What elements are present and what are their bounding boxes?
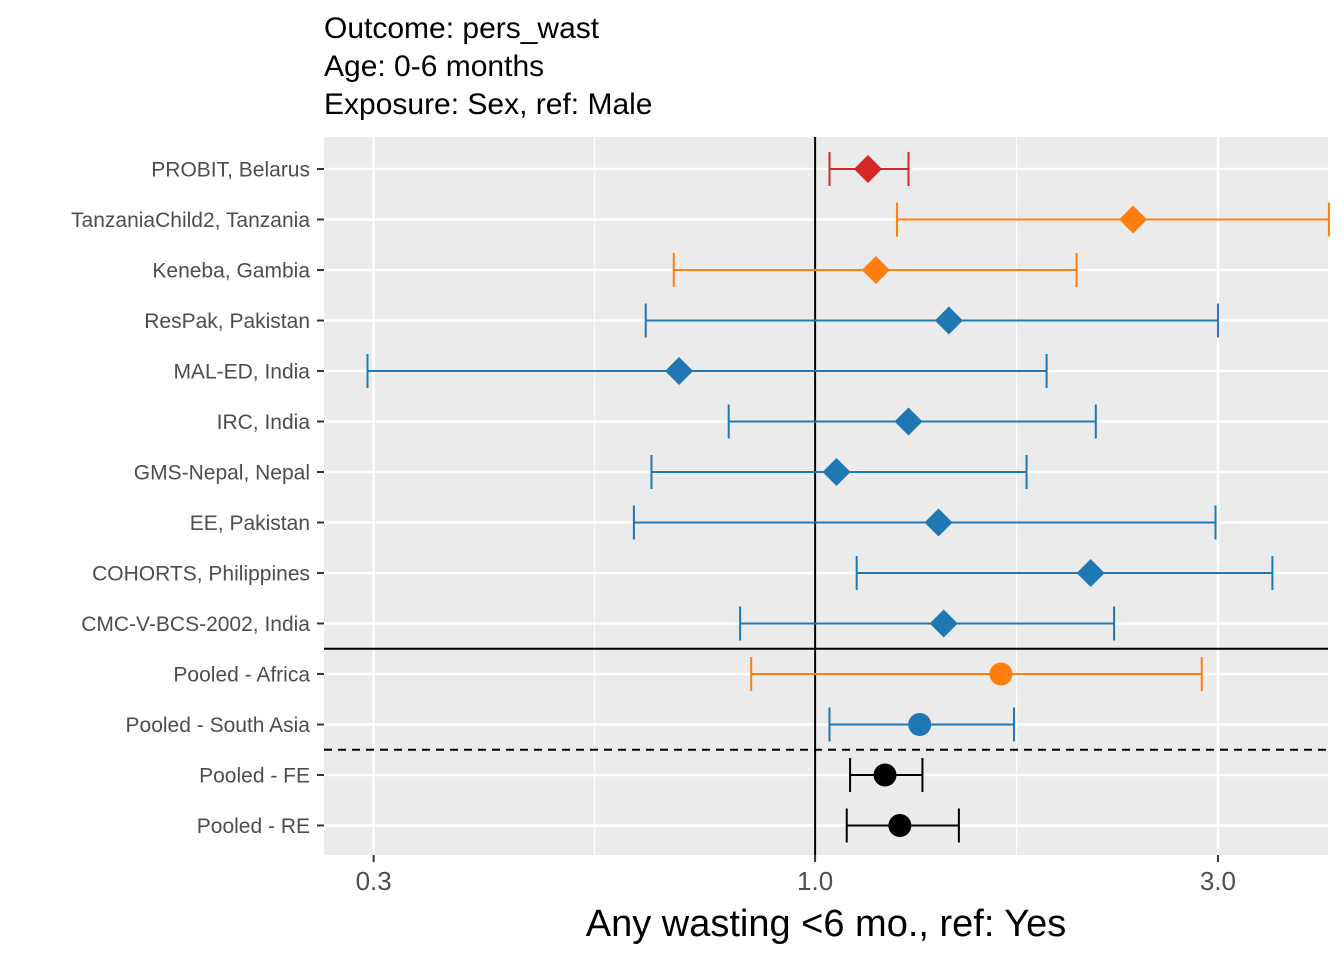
row-13-marks [845,808,960,843]
estimate-diamond [853,155,882,183]
chart-title-line-1: Outcome: pers_wast [324,12,600,45]
estimate-diamond [822,458,851,486]
separator-layer [324,647,1328,751]
y-tick-label: Pooled - South Asia [126,714,311,737]
estimate-diamond [665,357,694,385]
estimate-diamond [934,306,963,335]
estimate-diamond [1119,205,1148,234]
chart-title-line-3: Exposure: Sex, ref: Male [324,88,653,121]
estimate-circle [873,763,897,787]
y-tick-label: COHORTS, Philippines [92,563,310,586]
row-8-marks [855,556,1274,590]
y-tick-label: Pooled - RE [197,815,310,838]
plot-panel [324,137,1328,855]
estimate-diamond [924,508,953,537]
x-axis-label: Any wasting <6 mo., ref: Yes [586,903,1067,945]
y-axis: PROBIT, Belarus TanzaniaChild2, Tanzania K… [71,159,324,838]
y-tick-label: Pooled - FE [199,765,310,788]
row-11-marks [828,707,1015,742]
x-tick-label: 3.0 [1200,866,1236,896]
y-tick-label: EE, Pakistan [190,512,310,535]
y-tick-label: Pooled - Africa [173,664,310,687]
estimate-diamond [861,256,890,284]
row-2-marks [672,253,1078,287]
row-9-marks [739,606,1116,641]
estimate-circle [908,713,932,736]
chart-title-line-2: Age: 0-6 months [324,50,545,83]
x-tick-label: 1.0 [797,866,833,896]
y-tick-label: GMS-Nepal, Nepal [134,462,310,485]
row-1-marks [895,202,1330,237]
row-3-marks [644,303,1219,338]
marks-layer [366,152,1330,843]
y-tick-label: TanzaniaChild2, Tanzania [71,209,310,232]
estimate-circle [989,662,1013,686]
estimate-diamond [929,609,958,638]
estimate-diamond [1076,559,1105,587]
y-tick-label: Keneba, Gambia [152,260,310,283]
y-tick-label: IRC, India [217,411,311,434]
row-10-marks [750,657,1203,691]
y-tick-label: CMC-V-BCS-2002, India [81,613,310,636]
row-4-marks [366,354,1048,388]
row-5-marks [727,404,1097,439]
row-0-marks [828,152,910,186]
estimate-circle [888,814,912,837]
x-axis: 0.3 1.0 3.0 [356,855,1236,896]
y-tick-label: PROBIT, Belarus [151,159,310,182]
row-6-marks [650,455,1028,489]
y-tick-label: ResPak, Pakistan [144,310,310,333]
estimate-diamond [894,407,923,436]
row-7-marks [632,505,1217,540]
y-tick-label: MAL-ED, India [173,361,310,384]
row-12-marks [849,758,924,792]
x-tick-label: 0.3 [356,866,392,896]
